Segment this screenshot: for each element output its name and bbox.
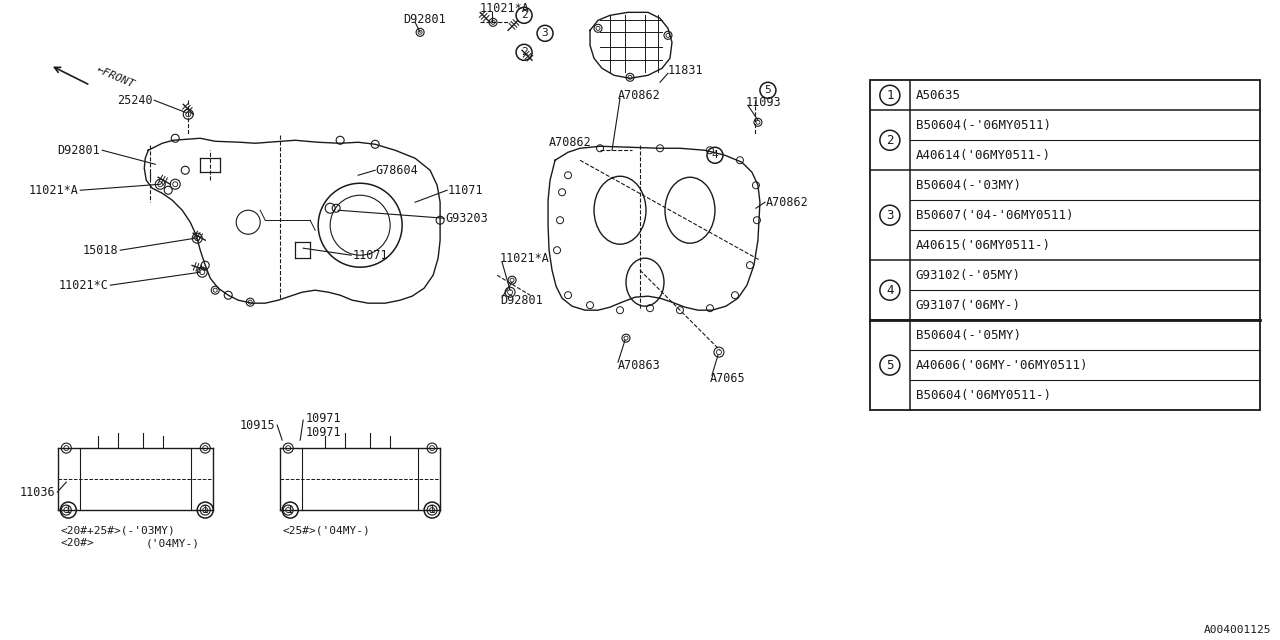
Text: A40614('06MY0511-): A40614('06MY0511-) (916, 148, 1051, 162)
Text: 2: 2 (521, 47, 527, 58)
Text: 25240: 25240 (116, 94, 152, 107)
Text: D92801: D92801 (58, 144, 100, 157)
Text: 11021*A: 11021*A (480, 2, 530, 15)
Text: G93203: G93203 (445, 212, 488, 225)
Text: 11036: 11036 (19, 486, 55, 499)
Text: A70862: A70862 (618, 89, 660, 102)
Text: B50607('04-'06MY0511): B50607('04-'06MY0511) (916, 209, 1074, 221)
Text: ('04MY-): ('04MY-) (145, 538, 200, 548)
Text: 10971: 10971 (305, 426, 340, 438)
Text: 1: 1 (287, 505, 293, 515)
Text: 10971: 10971 (305, 412, 340, 424)
Text: <20#+25#>(-'03MY): <20#+25#>(-'03MY) (60, 525, 175, 535)
Bar (870, 80, 1260, 410)
Text: <25#>('04MY-): <25#>('04MY-) (282, 525, 370, 535)
Text: A40606('06MY-'06MY0511): A40606('06MY-'06MY0511) (916, 358, 1088, 372)
Text: 1: 1 (886, 89, 893, 102)
Text: D92801: D92801 (500, 294, 543, 307)
Text: A70862: A70862 (765, 196, 809, 209)
Text: 11021*C: 11021*C (59, 278, 109, 292)
Text: 5: 5 (886, 358, 893, 372)
Text: A50635: A50635 (916, 89, 961, 102)
Text: B50604(-'06MY0511): B50604(-'06MY0511) (916, 119, 1051, 132)
Text: A7065: A7065 (710, 372, 745, 385)
Text: <20#>: <20#> (60, 538, 93, 548)
Text: G93107('06MY-): G93107('06MY-) (916, 299, 1021, 312)
Text: 11071: 11071 (448, 184, 484, 196)
Text: 11831: 11831 (668, 64, 704, 77)
Text: 3: 3 (541, 28, 548, 38)
Text: B50604('06MY0511-): B50604('06MY0511-) (916, 388, 1051, 402)
Text: 11021*A: 11021*A (500, 252, 550, 265)
Text: 1: 1 (429, 505, 435, 515)
Text: 1: 1 (202, 505, 209, 515)
Text: 11093: 11093 (746, 96, 782, 109)
Text: 1: 1 (65, 505, 72, 515)
Text: G93102(-'05MY): G93102(-'05MY) (916, 269, 1021, 282)
Text: 2: 2 (886, 134, 893, 147)
Text: A40615('06MY0511-): A40615('06MY0511-) (916, 239, 1051, 252)
Text: 10915: 10915 (239, 419, 275, 431)
Text: 11021*A: 11021*A (28, 184, 78, 196)
Text: 2: 2 (521, 10, 527, 20)
Text: D92801: D92801 (403, 13, 445, 26)
Text: 4: 4 (712, 150, 718, 160)
Text: A70862: A70862 (549, 136, 593, 148)
Text: 4: 4 (886, 284, 893, 297)
Text: 11071: 11071 (352, 249, 388, 262)
Text: B50604(-'05MY): B50604(-'05MY) (916, 329, 1021, 342)
Text: G78604: G78604 (375, 164, 417, 177)
Text: 3: 3 (886, 209, 893, 221)
Text: 15018: 15018 (83, 244, 118, 257)
Text: B50604(-'03MY): B50604(-'03MY) (916, 179, 1021, 192)
Text: 5: 5 (764, 85, 772, 95)
Text: A70863: A70863 (618, 358, 660, 372)
Text: A004001125: A004001125 (1204, 625, 1271, 635)
Text: ←FRONT: ←FRONT (95, 65, 137, 90)
